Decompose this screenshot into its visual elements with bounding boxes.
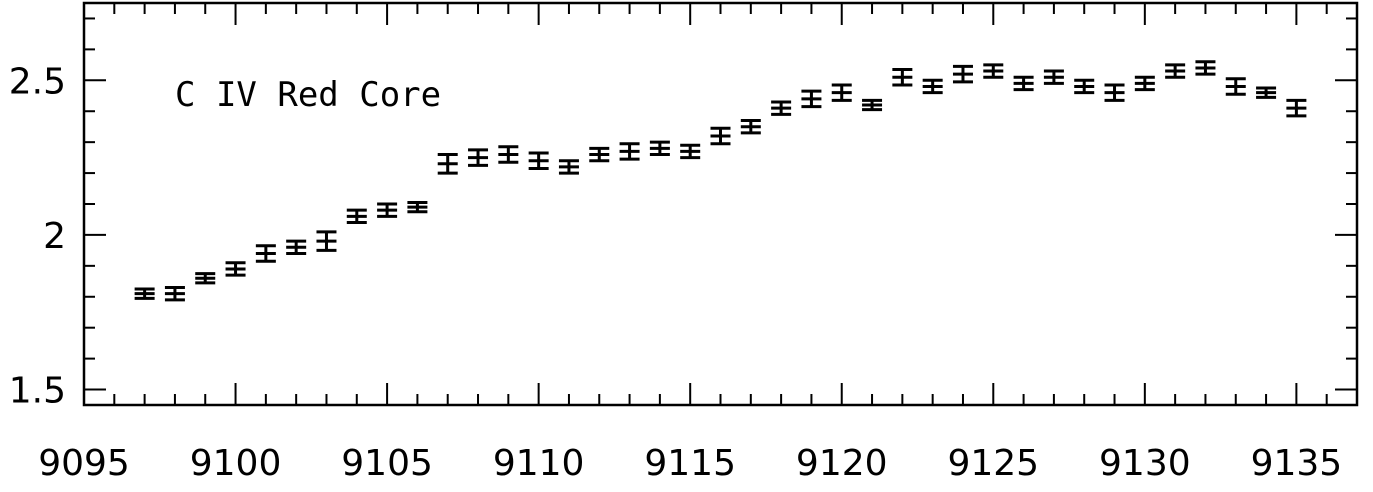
x-tick-label: 9110 [493, 443, 585, 484]
data-points [134, 60, 1307, 302]
data-point [346, 208, 367, 225]
data-point [134, 287, 155, 300]
data-point [862, 98, 883, 112]
data-point [831, 83, 852, 102]
data-point [528, 151, 549, 170]
data-point [619, 142, 640, 161]
data-point [407, 200, 428, 214]
x-tick-label: 9105 [341, 443, 433, 484]
data-point [225, 261, 246, 277]
data-point [195, 272, 216, 285]
data-point [589, 146, 610, 163]
data-point [740, 119, 761, 135]
data-point [1165, 63, 1186, 79]
x-tick-label: 9115 [644, 443, 736, 484]
data-point [468, 148, 489, 167]
data-point [437, 153, 458, 175]
data-point [649, 140, 670, 157]
data-point [1256, 86, 1277, 99]
data-point [558, 159, 579, 175]
data-point [892, 67, 913, 87]
data-point [1104, 83, 1125, 102]
data-point [983, 63, 1004, 79]
data-point [164, 285, 185, 302]
data-point [1043, 69, 1064, 85]
y-tick-label: 2 [43, 216, 66, 257]
data-point [377, 202, 398, 218]
x-tick-label: 9095 [38, 443, 130, 484]
chart-annotation: C IV Red Core [175, 75, 441, 115]
data-point [1074, 78, 1095, 95]
data-point [680, 143, 701, 160]
data-point [498, 145, 519, 164]
x-tick-label: 9135 [1251, 443, 1343, 484]
data-point [1225, 77, 1246, 96]
data-point [922, 78, 943, 95]
axis-tick-labels: 9095 9100 9105 9110 9115 9120 9125 9130 9135 1.5 2… [9, 61, 1342, 484]
x-tick-label: 9130 [1099, 443, 1191, 484]
data-point [771, 100, 792, 116]
y-tick-label: 1.5 [9, 371, 66, 412]
axis-ticks [83, 3, 1358, 405]
data-point [1286, 98, 1307, 118]
x-tick-label: 9125 [947, 443, 1039, 484]
data-point [1195, 60, 1216, 76]
y-tick-label: 2.5 [9, 61, 66, 102]
x-tick-label: 9120 [796, 443, 888, 484]
x-tick-label: 9100 [190, 443, 282, 484]
data-point [952, 64, 973, 84]
data-point [801, 89, 822, 109]
data-point [286, 239, 307, 255]
data-point [1013, 75, 1034, 92]
data-point [316, 230, 337, 252]
data-point [1134, 75, 1155, 92]
data-point [710, 126, 731, 146]
plot-frame [82, 1, 1359, 407]
data-point [255, 244, 276, 263]
